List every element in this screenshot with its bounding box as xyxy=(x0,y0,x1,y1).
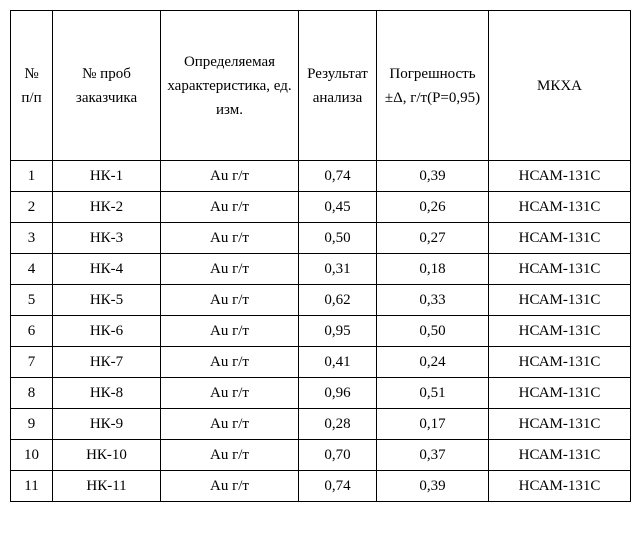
cell-error: 0,39 xyxy=(377,471,489,502)
table-row: 8 НК-8 Au г/т 0,96 0,51 НСАМ-131С xyxy=(11,378,631,409)
cell-index: 10 xyxy=(11,440,53,471)
cell-method: НСАМ-131С xyxy=(489,409,631,440)
cell-characteristic: Au г/т xyxy=(161,471,299,502)
cell-characteristic: Au г/т xyxy=(161,409,299,440)
cell-method: НСАМ-131С xyxy=(489,347,631,378)
col-header-error: Погрешность ±Δ, г/т(P=0,95) xyxy=(377,11,489,161)
cell-error: 0,26 xyxy=(377,192,489,223)
cell-error: 0,37 xyxy=(377,440,489,471)
cell-error: 0,50 xyxy=(377,316,489,347)
cell-characteristic: Au г/т xyxy=(161,254,299,285)
cell-sample: НК-3 xyxy=(53,223,161,254)
cell-sample: НК-2 xyxy=(53,192,161,223)
cell-error: 0,27 xyxy=(377,223,489,254)
cell-result: 0,62 xyxy=(299,285,377,316)
table-header-row: № п/п № проб заказчика Определяемая хара… xyxy=(11,11,631,161)
cell-characteristic: Au г/т xyxy=(161,378,299,409)
cell-index: 8 xyxy=(11,378,53,409)
cell-method: НСАМ-131С xyxy=(489,440,631,471)
col-header-sample: № проб заказчика xyxy=(53,11,161,161)
cell-result: 0,95 xyxy=(299,316,377,347)
cell-characteristic: Au г/т xyxy=(161,161,299,192)
cell-index: 7 xyxy=(11,347,53,378)
cell-method: НСАМ-131С xyxy=(489,192,631,223)
cell-index: 4 xyxy=(11,254,53,285)
cell-result: 0,45 xyxy=(299,192,377,223)
cell-result: 0,28 xyxy=(299,409,377,440)
cell-method: НСАМ-131С xyxy=(489,471,631,502)
col-header-method: МКХА xyxy=(489,11,631,161)
cell-error: 0,51 xyxy=(377,378,489,409)
cell-characteristic: Au г/т xyxy=(161,316,299,347)
col-header-index: № п/п xyxy=(11,11,53,161)
cell-sample: НК-5 xyxy=(53,285,161,316)
cell-index: 11 xyxy=(11,471,53,502)
cell-method: НСАМ-131С xyxy=(489,223,631,254)
cell-sample: НК-8 xyxy=(53,378,161,409)
cell-method: НСАМ-131С xyxy=(489,161,631,192)
cell-characteristic: Au г/т xyxy=(161,285,299,316)
cell-characteristic: Au г/т xyxy=(161,440,299,471)
cell-method: НСАМ-131С xyxy=(489,254,631,285)
cell-characteristic: Au г/т xyxy=(161,347,299,378)
cell-error: 0,18 xyxy=(377,254,489,285)
cell-sample: НК-11 xyxy=(53,471,161,502)
cell-index: 5 xyxy=(11,285,53,316)
cell-sample: НК-10 xyxy=(53,440,161,471)
cell-characteristic: Au г/т xyxy=(161,192,299,223)
table-body: 1 НК-1 Au г/т 0,74 0,39 НСАМ-131С 2 НК-2… xyxy=(11,161,631,502)
cell-error: 0,24 xyxy=(377,347,489,378)
table-row: 6 НК-6 Au г/т 0,95 0,50 НСАМ-131С xyxy=(11,316,631,347)
cell-method: НСАМ-131С xyxy=(489,378,631,409)
table-row: 2 НК-2 Au г/т 0,45 0,26 НСАМ-131С xyxy=(11,192,631,223)
cell-method: НСАМ-131С xyxy=(489,316,631,347)
cell-result: 0,74 xyxy=(299,161,377,192)
table-row: 3 НК-3 Au г/т 0,50 0,27 НСАМ-131С xyxy=(11,223,631,254)
table-row: 9 НК-9 Au г/т 0,28 0,17 НСАМ-131С xyxy=(11,409,631,440)
cell-result: 0,70 xyxy=(299,440,377,471)
cell-sample: НК-9 xyxy=(53,409,161,440)
table-row: 11 НК-11 Au г/т 0,74 0,39 НСАМ-131С xyxy=(11,471,631,502)
col-header-characteristic: Определяемая характеристика, ед. изм. xyxy=(161,11,299,161)
cell-result: 0,50 xyxy=(299,223,377,254)
cell-result: 0,41 xyxy=(299,347,377,378)
cell-error: 0,33 xyxy=(377,285,489,316)
table-row: 5 НК-5 Au г/т 0,62 0,33 НСАМ-131С xyxy=(11,285,631,316)
cell-method: НСАМ-131С xyxy=(489,285,631,316)
cell-index: 9 xyxy=(11,409,53,440)
cell-result: 0,74 xyxy=(299,471,377,502)
table-row: 1 НК-1 Au г/т 0,74 0,39 НСАМ-131С xyxy=(11,161,631,192)
table-row: 7 НК-7 Au г/т 0,41 0,24 НСАМ-131С xyxy=(11,347,631,378)
cell-sample: НК-7 xyxy=(53,347,161,378)
cell-index: 6 xyxy=(11,316,53,347)
table-row: 4 НК-4 Au г/т 0,31 0,18 НСАМ-131С xyxy=(11,254,631,285)
analysis-results-table: № п/п № проб заказчика Определяемая хара… xyxy=(10,10,631,502)
table-row: 10 НК-10 Au г/т 0,70 0,37 НСАМ-131С xyxy=(11,440,631,471)
cell-index: 1 xyxy=(11,161,53,192)
cell-characteristic: Au г/т xyxy=(161,223,299,254)
cell-index: 3 xyxy=(11,223,53,254)
cell-sample: НК-4 xyxy=(53,254,161,285)
cell-error: 0,17 xyxy=(377,409,489,440)
cell-error: 0,39 xyxy=(377,161,489,192)
cell-sample: НК-6 xyxy=(53,316,161,347)
cell-result: 0,96 xyxy=(299,378,377,409)
cell-sample: НК-1 xyxy=(53,161,161,192)
col-header-result: Результат анализа xyxy=(299,11,377,161)
cell-result: 0,31 xyxy=(299,254,377,285)
cell-index: 2 xyxy=(11,192,53,223)
